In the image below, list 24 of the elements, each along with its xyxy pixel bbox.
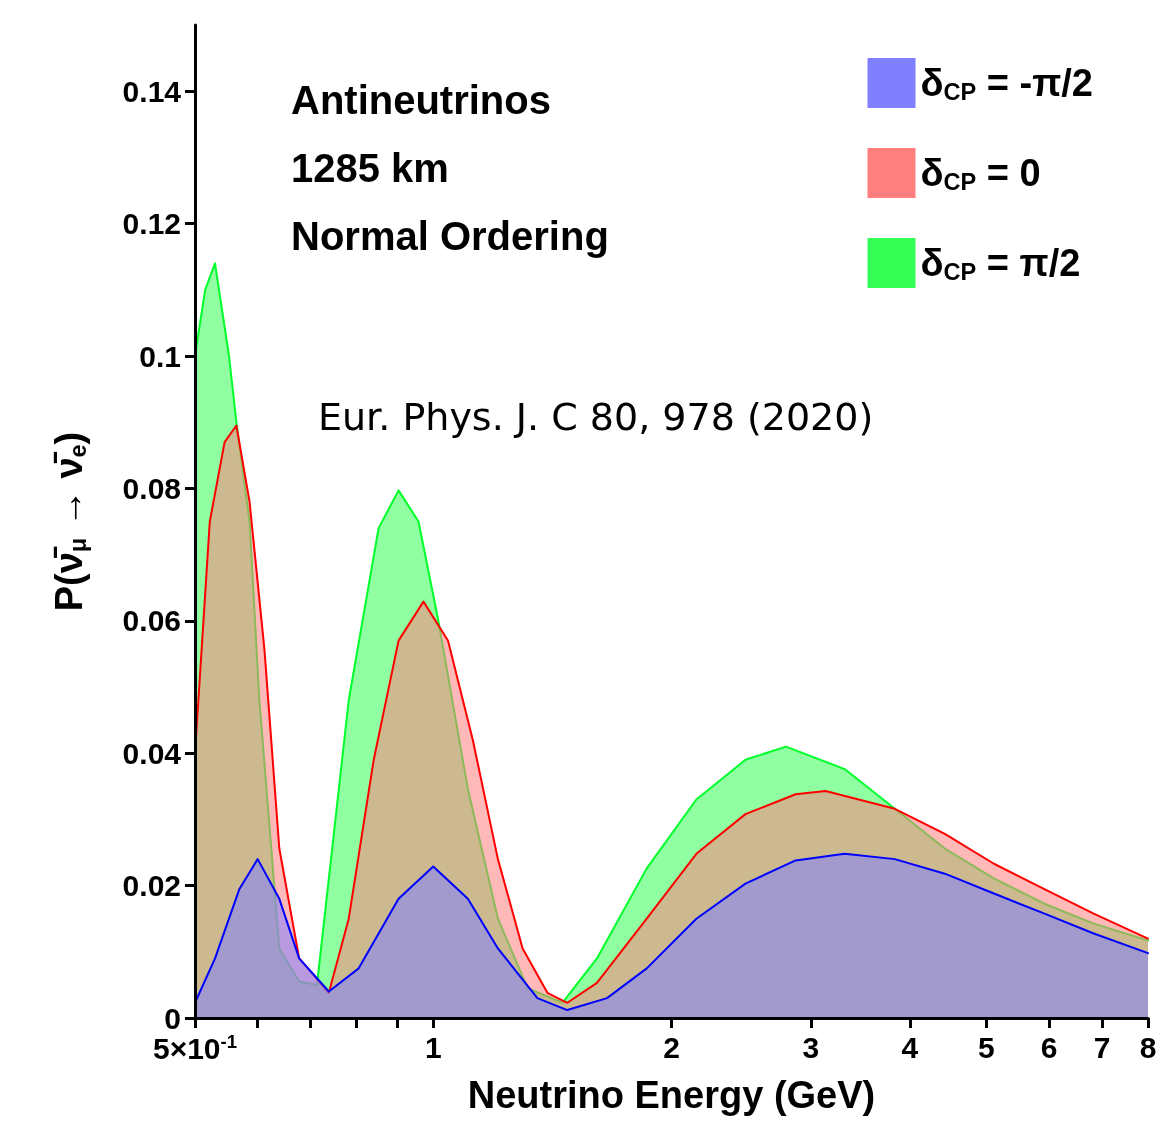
legend-label: δCP = 0 [920, 152, 1041, 195]
y-tick-label: 0.06 [122, 604, 181, 638]
y-tick-label: 0.04 [122, 736, 182, 770]
annotation: Antineutrinos [291, 78, 551, 122]
x-tick-label: 3 [802, 1030, 820, 1064]
x-tick-label: 6 [1040, 1030, 1058, 1064]
annotation: Normal Ordering [291, 214, 609, 258]
annotation: 1285 km [291, 146, 449, 190]
x-tick-label: 2 [663, 1030, 680, 1064]
y-tick-label: 0.02 [122, 869, 181, 903]
y-tick-label: 0 [164, 1001, 181, 1035]
x-axis-title: Neutrino Energy (GeV) [467, 1074, 876, 1116]
legend-label: δCP = π/2 [920, 242, 1081, 285]
legend-label: δCP = -π/2 [920, 62, 1093, 105]
y-tick-label: 0.14 [122, 74, 182, 108]
x-tick-label: 7 [1093, 1030, 1111, 1064]
y-tick-label: 0.08 [122, 471, 181, 505]
annotation: Eur. Phys. J. C 80, 978 (2020) [318, 395, 874, 439]
x-tick-label: 5 [978, 1030, 995, 1064]
x-tick-label: 1 [424, 1030, 442, 1064]
x-tick-label: 8 [1139, 1030, 1157, 1064]
y-tick-label: 0.12 [122, 207, 181, 241]
y-tick-label: 0.1 [139, 339, 181, 373]
x-tick-label: 4 [901, 1030, 919, 1064]
